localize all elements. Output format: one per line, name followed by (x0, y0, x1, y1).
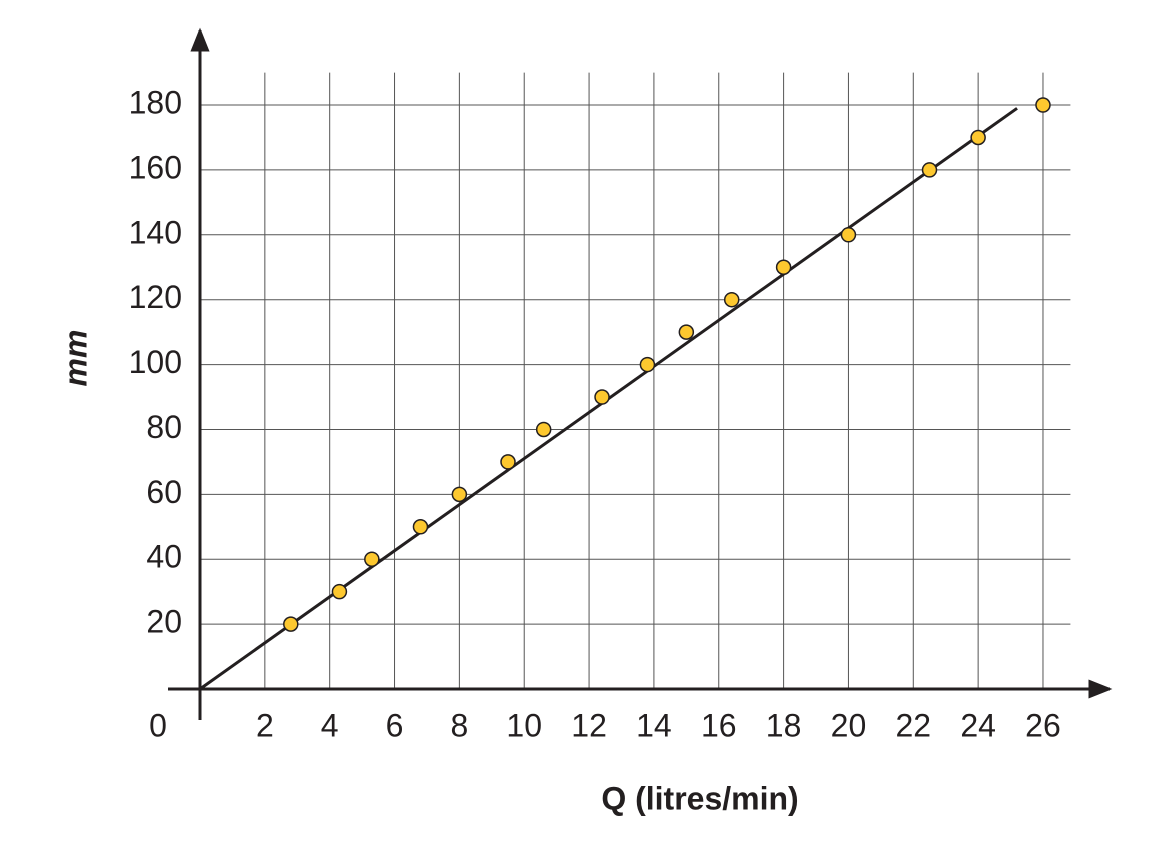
y-tick-label: 160 (129, 149, 182, 185)
data-point (970, 129, 986, 146)
data-point (500, 454, 516, 470)
data-point (594, 389, 610, 405)
data-point (331, 583, 348, 600)
x-tick-label: 4 (321, 707, 339, 743)
data-point (921, 162, 938, 178)
y-tick-label: 100 (129, 344, 182, 380)
data-point (283, 616, 299, 632)
x-tick-label: 20 (831, 707, 867, 743)
grid (200, 72, 1071, 689)
x-tick-label: 24 (960, 707, 996, 743)
y-tick-label: 120 (129, 279, 182, 315)
x-tick-label: 26 (1025, 707, 1061, 743)
y-tick-label: 180 (129, 84, 182, 120)
data-point (1035, 97, 1051, 113)
x-tick-label: 18 (766, 707, 802, 743)
x-tick-label: 0 (149, 707, 167, 743)
data-point (412, 519, 429, 535)
y-tick-label: 40 (146, 539, 182, 575)
y-tick-label: 20 (146, 604, 182, 640)
data-point (364, 551, 380, 567)
x-tick-label: 12 (571, 707, 607, 743)
data-point (723, 291, 740, 308)
x-tick-label: 14 (636, 707, 672, 743)
x-tick-label: 22 (895, 707, 931, 743)
y-tick-label: 80 (146, 409, 182, 445)
y-tick-label: 60 (146, 474, 182, 510)
data-point (678, 324, 695, 340)
data-point (639, 356, 656, 373)
y-axis-label: mm (57, 330, 93, 387)
x-tick-label: 2 (256, 707, 274, 743)
data-point (535, 421, 552, 438)
y-tick-label: 140 (129, 214, 182, 250)
x-tick-label: 10 (506, 707, 542, 743)
x-axis-label: Q (litres/min) (601, 780, 798, 816)
x-tick-label: 8 (450, 707, 468, 743)
data-point (840, 227, 857, 243)
data-point (775, 259, 792, 276)
x-tick-label: 6 (386, 707, 404, 743)
data-point (451, 486, 468, 503)
x-tick-label: 16 (701, 707, 737, 743)
